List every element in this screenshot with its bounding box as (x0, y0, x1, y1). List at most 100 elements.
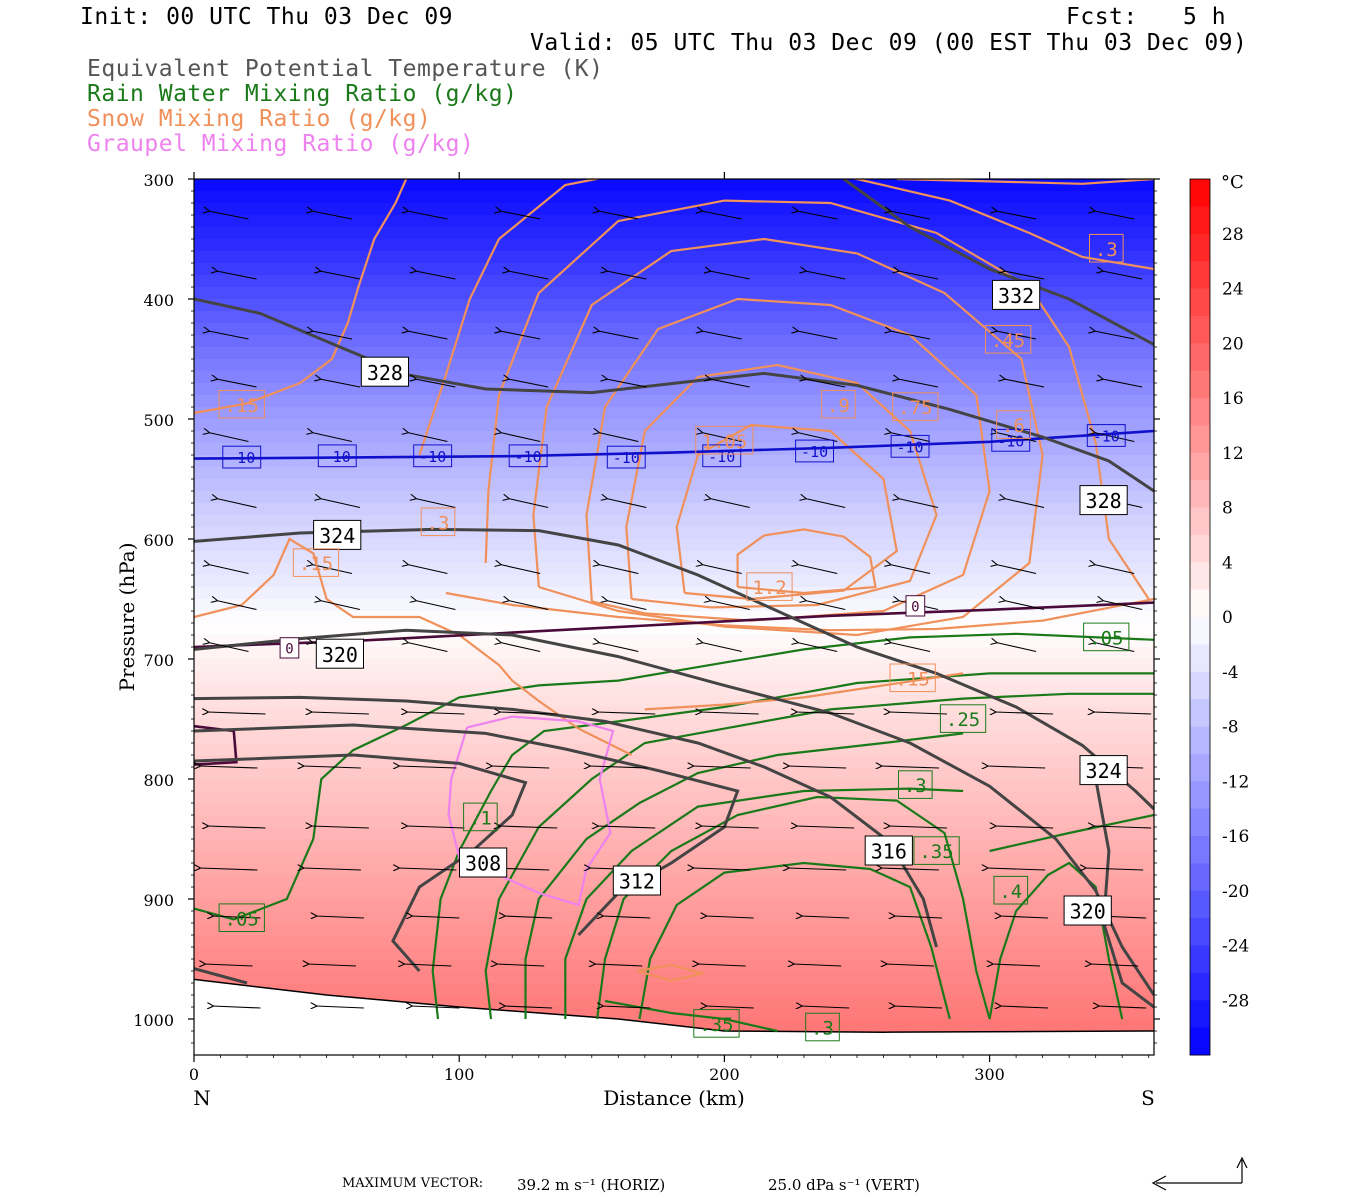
wind-vector (706, 916, 754, 918)
wind-vector (403, 964, 452, 966)
wind-vector (987, 868, 1046, 870)
wind-vector (1090, 964, 1139, 966)
theta-e-label: 308 (465, 852, 501, 876)
colorbar-swatch (1190, 699, 1210, 727)
wind-vector (1094, 643, 1135, 653)
wind-vector (992, 964, 1041, 966)
rain-label-box (463, 802, 498, 832)
colorbar-label: -16 (1222, 827, 1249, 847)
wind-vector (996, 565, 1037, 575)
isotherm-label-box (222, 445, 262, 469)
isotherm-label-box (1086, 424, 1126, 447)
wind-vector (796, 826, 855, 828)
wind-vector (415, 271, 456, 280)
x-tick-label: 300 (974, 1065, 1005, 1084)
isotherm-label-box (606, 445, 646, 469)
colorbar-unit: °C (1221, 172, 1244, 193)
colorbar-swatch (1190, 781, 1210, 810)
wind-vector (890, 211, 931, 220)
wind-vector (209, 211, 249, 220)
rain-label: .1 (469, 808, 492, 830)
colorbar-swatch (1190, 589, 1210, 618)
axis-ticks: 300 400 500 600 700 800 900 1000 0 100 200 300 (133, 171, 1160, 1084)
rain-label: .35 (699, 1014, 733, 1036)
wind-vector (1094, 433, 1135, 443)
wind-vector (1102, 271, 1143, 280)
plot-frame (193, 178, 1155, 1056)
theta-e-label-box (864, 835, 913, 866)
colorbar-swatch (1190, 1027, 1210, 1056)
y-tick-label: 1000 (133, 1011, 174, 1030)
wind-vector (217, 271, 257, 280)
snow-label: 1.05 (702, 431, 748, 453)
colorbar-label: 20 (1222, 334, 1244, 354)
temperature-band (194, 971, 1154, 984)
temperature-band (194, 947, 1154, 960)
colorbar-label: 16 (1222, 389, 1244, 409)
terrain-mask (194, 978, 1154, 1055)
colorbar-swatch (1190, 863, 1210, 892)
wind-vector (208, 712, 266, 714)
wind-vector (316, 916, 364, 918)
wind-vector (995, 826, 1054, 828)
isotherm-label: 0 (911, 600, 919, 616)
snow-label-box (218, 389, 265, 419)
wind-vector (209, 643, 249, 653)
wind-vector (598, 331, 639, 340)
theta-e-label-box (360, 356, 409, 387)
temperature-band (194, 503, 1154, 516)
wind-vector (996, 643, 1037, 653)
theta-e-label-box (1079, 485, 1128, 516)
temperature-band (194, 323, 1154, 336)
colorbar-swatch (1190, 370, 1210, 399)
x-tick-label: 100 (444, 1065, 475, 1084)
colorbar-swatch (1190, 671, 1210, 700)
isotherm-label-box (795, 439, 834, 463)
wind-vector (320, 499, 361, 509)
snow-label: 1.2 (752, 577, 786, 599)
wind-vector (208, 826, 266, 828)
colorbar-swatch (1190, 753, 1210, 782)
wind-vector (500, 643, 541, 653)
wind-vector (698, 964, 746, 966)
y-tick-label: 500 (143, 411, 174, 430)
isotherm-label: 0 (285, 642, 293, 658)
wind-vector (406, 712, 465, 714)
temperature-band (194, 251, 1154, 264)
rain-contour (194, 632, 1154, 921)
temperature-band (194, 647, 1154, 660)
theta-e-label-box (1063, 895, 1112, 926)
theta-e-label: 320 (1070, 900, 1106, 924)
wind-vector (504, 1006, 553, 1008)
wind-vector (499, 712, 558, 714)
isotherm-label-box (991, 428, 1031, 452)
wind-vector (308, 964, 356, 966)
colorbar-label: 8 (1222, 499, 1233, 519)
wind-vector (500, 433, 541, 443)
wind-vector (311, 826, 369, 828)
wind-vector (508, 271, 549, 280)
snow-contour (194, 537, 633, 756)
wind-vector (710, 271, 750, 280)
wind-vector (213, 1006, 261, 1008)
temperature-band (194, 215, 1154, 228)
wind-vector (303, 766, 361, 768)
colorbar-swatch (1190, 808, 1210, 837)
y-axis-label: Pressure (hPa) (115, 543, 139, 692)
snow-label-box (292, 548, 340, 577)
colorbar-label: -28 (1222, 991, 1249, 1011)
colorbar-swatch (1190, 617, 1210, 645)
wind-vector (805, 271, 846, 280)
temperature-band (194, 935, 1154, 948)
wind-vector (995, 712, 1054, 714)
isotherm-label-box (890, 434, 930, 458)
temperature-band (194, 383, 1154, 396)
wind-vector (602, 1006, 651, 1008)
wind-vector (889, 712, 948, 714)
temperature-band (194, 467, 1154, 480)
colorbar-swatch (1190, 288, 1210, 317)
colorbar-swatch (1190, 1000, 1210, 1029)
snow-label-box (821, 389, 856, 419)
temperature-band (194, 287, 1154, 300)
theta-e-label-box (313, 519, 362, 550)
